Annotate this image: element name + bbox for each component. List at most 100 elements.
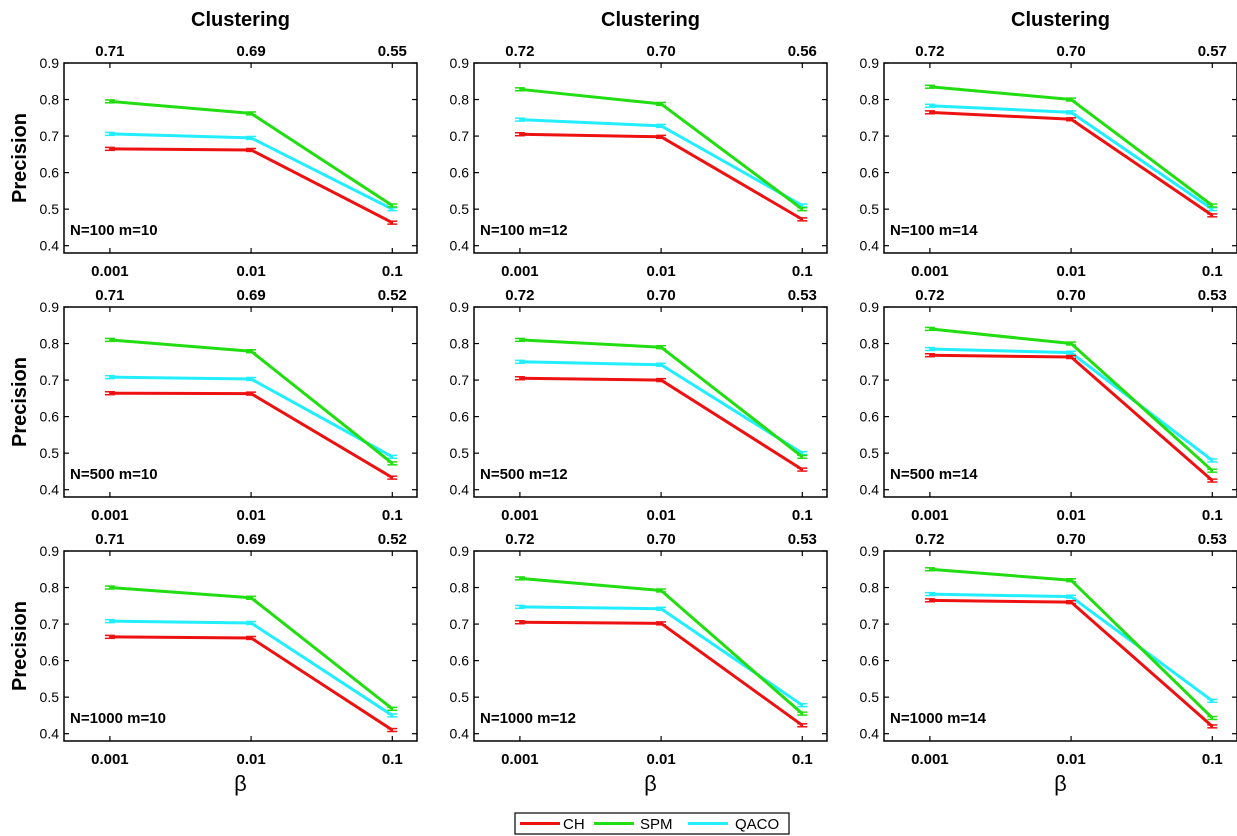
- top-tick-label: 0.69: [236, 287, 265, 304]
- series-line-ch: [929, 353, 1214, 482]
- top-tick-label: 0.70: [1056, 531, 1085, 548]
- y-axis-label: Precision: [9, 113, 31, 203]
- y-tick-label: 0.7: [450, 128, 470, 144]
- y-tick-label: 0.6: [40, 653, 60, 669]
- plot-frame: [473, 550, 828, 742]
- y-tick-label: 0.7: [860, 128, 880, 144]
- y-tick-label: 0.9: [40, 55, 60, 71]
- y-tick-label: 0.9: [860, 543, 880, 559]
- y-tick-label: 0.5: [450, 445, 470, 461]
- y-tick-label: 0.9: [860, 55, 880, 71]
- y-tick-label: 0.6: [860, 165, 880, 181]
- y-tick-label: 0.8: [860, 580, 880, 596]
- y-tick-label: 0.8: [450, 580, 470, 596]
- top-tick-label: 0.72: [505, 287, 534, 304]
- plot-frame: [63, 306, 418, 498]
- legend-label-qaco: QACO: [735, 816, 779, 833]
- y-tick-label: 0.6: [450, 165, 470, 181]
- y-tick-label: 0.4: [450, 482, 470, 498]
- top-tick-label: 0.52: [378, 287, 407, 304]
- y-tick-label: 0.5: [860, 445, 880, 461]
- plot-frame: [883, 306, 1237, 498]
- x-tick-label: 0.01: [1056, 751, 1085, 768]
- x-tick-label: 0.01: [646, 751, 675, 768]
- top-tick-label: 0.53: [788, 287, 817, 304]
- y-tick-label: 0.5: [40, 201, 60, 217]
- top-tick-label: 0.53: [1198, 531, 1227, 548]
- x-tick-label: 0.01: [646, 507, 675, 524]
- y-tick-label: 0.5: [450, 201, 470, 217]
- y-tick-label: 0.4: [40, 726, 60, 742]
- x-tick-label: 0.001: [91, 507, 129, 524]
- x-tick-label: 0.001: [91, 751, 129, 768]
- plot-frame: [63, 62, 418, 254]
- top-tick-label: 0.55: [378, 43, 407, 60]
- x-tick-label: 0.001: [501, 507, 539, 524]
- panel-annotation: N=1000 m=10: [70, 710, 166, 727]
- series-line-spm: [929, 567, 1214, 720]
- y-tick-label: 0.5: [860, 201, 880, 217]
- plot-frame: [473, 62, 828, 254]
- x-tick-label: 0.001: [911, 263, 949, 280]
- y-tick-label: 0.5: [40, 689, 60, 705]
- top-tick-label: 0.70: [646, 287, 675, 304]
- y-tick-label: 0.6: [860, 409, 880, 425]
- top-tick-label: 0.72: [915, 531, 944, 548]
- top-tick-label: 0.69: [236, 43, 265, 60]
- y-tick-label: 0.7: [860, 372, 880, 388]
- top-tick-label: 0.70: [646, 531, 675, 548]
- plot-frame: [473, 306, 828, 498]
- panel-annotation: N=500 m=14: [890, 466, 978, 483]
- x-tick-label: 0.1: [1202, 507, 1223, 524]
- y-tick-label: 0.8: [450, 92, 470, 108]
- y-tick-label: 0.9: [40, 543, 60, 559]
- y-tick-label: 0.4: [860, 482, 880, 498]
- x-tick-label: 0.1: [382, 751, 403, 768]
- x-tick-label: 0.01: [236, 263, 265, 280]
- x-tick-label: 0.1: [382, 507, 403, 524]
- top-tick-label: 0.56: [788, 43, 817, 60]
- y-tick-label: 0.8: [450, 336, 470, 352]
- x-tick-label: 0.01: [1056, 263, 1085, 280]
- panel-annotation: N=100 m=14: [890, 222, 978, 239]
- series-line-spm: [109, 338, 394, 465]
- top-tick-label: 0.52: [378, 531, 407, 548]
- y-tick-label: 0.5: [860, 689, 880, 705]
- series-line-qaco: [109, 375, 394, 459]
- y-tick-label: 0.7: [40, 372, 60, 388]
- series-line-qaco: [109, 132, 393, 211]
- y-tick-label: 0.7: [450, 616, 470, 632]
- column-title: Clustering: [1011, 9, 1110, 31]
- top-tick-label: 0.72: [915, 287, 944, 304]
- series-line-qaco: [519, 118, 804, 207]
- x-tick-label: 0.001: [501, 263, 539, 280]
- x-tick-label: 0.001: [501, 751, 539, 768]
- x-tick-label: 0.01: [236, 507, 265, 524]
- top-tick-label: 0.72: [505, 531, 534, 548]
- y-tick-label: 0.4: [860, 726, 880, 742]
- series-line-qaco: [519, 360, 804, 455]
- x-tick-label: 0.001: [911, 507, 949, 524]
- y-tick-label: 0.4: [860, 238, 880, 254]
- y-tick-label: 0.6: [450, 653, 470, 669]
- plot-frame: [63, 550, 418, 742]
- y-tick-label: 0.8: [860, 336, 880, 352]
- y-tick-label: 0.9: [450, 299, 470, 315]
- column-title: Clustering: [601, 9, 700, 31]
- top-tick-label: 0.70: [1056, 43, 1085, 60]
- y-tick-label: 0.6: [40, 409, 60, 425]
- legend-box: [514, 812, 790, 835]
- y-tick-label: 0.6: [40, 165, 60, 181]
- y-tick-label: 0.7: [40, 128, 60, 144]
- x-tick-label: 0.1: [792, 507, 813, 524]
- top-tick-label: 0.71: [95, 287, 124, 304]
- x-axis-label: β: [644, 771, 657, 796]
- series-line-spm: [519, 87, 804, 211]
- y-tick-label: 0.7: [860, 616, 880, 632]
- y-tick-label: 0.8: [40, 336, 60, 352]
- panel-annotation: N=500 m=10: [70, 466, 158, 483]
- top-tick-label: 0.70: [646, 43, 675, 60]
- y-tick-label: 0.8: [40, 580, 60, 596]
- y-tick-label: 0.9: [860, 299, 880, 315]
- x-tick-label: 0.1: [792, 263, 813, 280]
